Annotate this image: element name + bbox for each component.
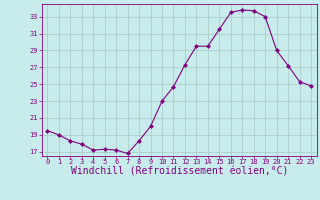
X-axis label: Windchill (Refroidissement éolien,°C): Windchill (Refroidissement éolien,°C) xyxy=(70,167,288,177)
